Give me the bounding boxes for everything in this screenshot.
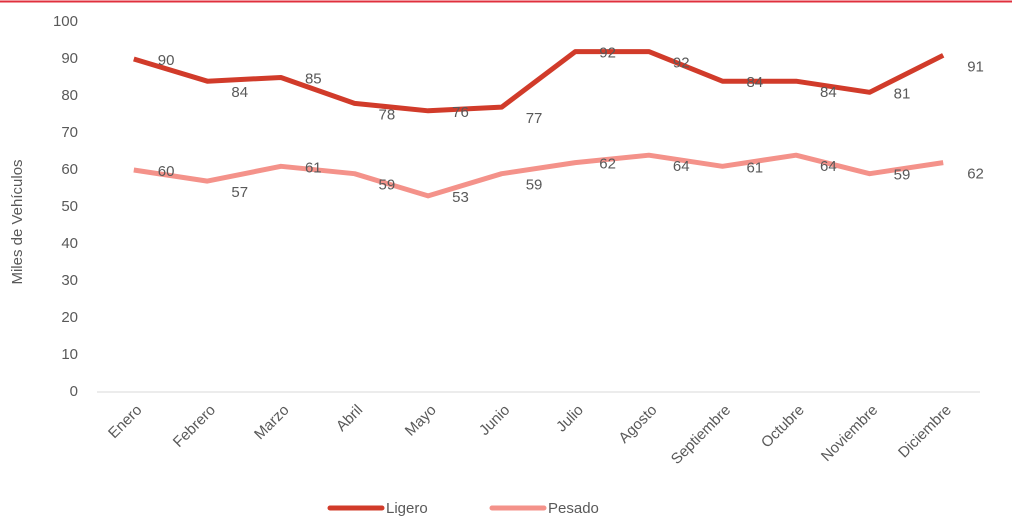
- y-axis-title: Miles de Vehículos: [9, 159, 26, 284]
- y-tick-label: 0: [70, 383, 78, 400]
- y-tick-label: 50: [61, 198, 78, 215]
- data-label: 84: [231, 84, 248, 101]
- data-label: 61: [305, 159, 322, 176]
- data-label: 62: [599, 156, 616, 173]
- x-tick-label: Julio: [553, 402, 587, 436]
- data-label: 90: [158, 52, 175, 69]
- x-tick-label: Junio: [476, 402, 513, 439]
- data-label: 92: [673, 55, 690, 72]
- x-tick-label: Agosto: [615, 402, 660, 447]
- series-line: [133, 49, 945, 114]
- x-tick-label: Mayo: [402, 402, 440, 440]
- data-label: 78: [379, 106, 396, 123]
- x-tick-label: Marzo: [251, 402, 292, 443]
- data-label: 59: [894, 167, 911, 184]
- data-label: 64: [820, 158, 837, 175]
- data-label: 64: [673, 158, 690, 175]
- data-label: 62: [967, 166, 984, 183]
- data-label: 85: [305, 70, 322, 87]
- data-label: 84: [746, 74, 763, 91]
- x-tick-label: Septiembre: [668, 402, 734, 468]
- x-tick-label: Abril: [333, 402, 366, 435]
- y-tick-label: 80: [61, 87, 78, 104]
- y-tick-label: 10: [61, 346, 78, 363]
- legend-label: Pesado: [548, 500, 599, 517]
- legend-label: Ligero: [386, 500, 428, 517]
- data-label: 81: [894, 85, 911, 102]
- data-label: 57: [231, 184, 248, 201]
- x-tick-label: Febrero: [170, 402, 219, 451]
- x-tick-label: Enero: [105, 402, 145, 442]
- x-tick-label: Diciembre: [895, 402, 955, 462]
- data-label: 77: [526, 110, 543, 127]
- data-label: 60: [158, 163, 175, 180]
- y-tick-label: 90: [61, 50, 78, 67]
- y-tick-label: 40: [61, 235, 78, 252]
- data-label: 92: [599, 45, 616, 62]
- y-tick-label: 30: [61, 272, 78, 289]
- data-label: 59: [379, 177, 396, 194]
- data-label: 59: [526, 177, 543, 194]
- series-line: [133, 152, 944, 199]
- x-tick-label: Octubre: [758, 402, 808, 452]
- data-label: 91: [967, 58, 984, 75]
- y-tick-label: 20: [61, 309, 78, 326]
- y-tick-label: 60: [61, 161, 78, 178]
- data-label: 84: [820, 84, 837, 101]
- y-tick-label: 70: [61, 124, 78, 141]
- data-label: 61: [746, 159, 763, 176]
- x-tick-label: Noviembre: [818, 402, 881, 465]
- data-label: 76: [452, 104, 469, 121]
- data-label: 53: [452, 189, 469, 206]
- y-tick-label: 100: [53, 13, 78, 30]
